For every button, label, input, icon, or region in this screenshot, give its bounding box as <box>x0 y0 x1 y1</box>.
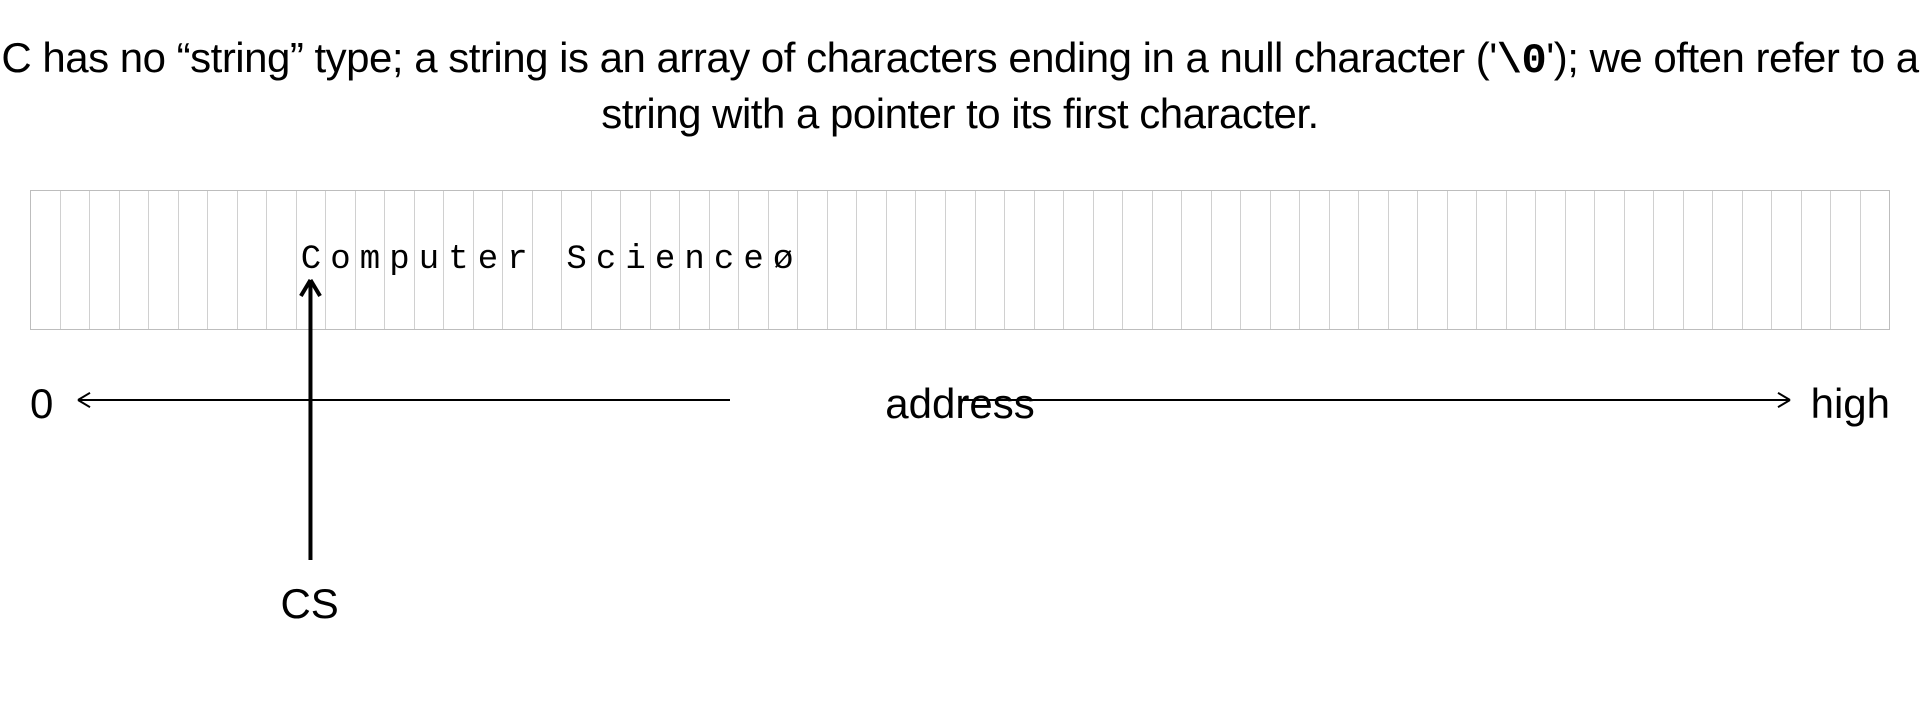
axis-label-address: address <box>885 380 1034 428</box>
memory-cell <box>1861 191 1890 329</box>
memory-cell <box>857 191 887 329</box>
memory-cell <box>1743 191 1773 329</box>
axis-label-zero: 0 <box>30 380 53 428</box>
memory-cell <box>828 191 858 329</box>
memory-cell: o <box>326 191 356 329</box>
memory-cell <box>267 191 297 329</box>
memory-cell <box>976 191 1006 329</box>
memory-cell <box>1330 191 1360 329</box>
memory-cell <box>1802 191 1832 329</box>
memory-cell: S <box>562 191 592 329</box>
memory-cell <box>946 191 976 329</box>
memory-cell <box>90 191 120 329</box>
memory-cell <box>1654 191 1684 329</box>
memory-cell <box>1418 191 1448 329</box>
memory-cell <box>1241 191 1271 329</box>
description-text: C has no “string” type; a string is an a… <box>0 32 1920 140</box>
memory-cell <box>916 191 946 329</box>
memory-cell <box>61 191 91 329</box>
memory-cell: c <box>710 191 740 329</box>
description-pre: C has no “string” type; a string is an a… <box>1 34 1496 81</box>
memory-cell <box>1359 191 1389 329</box>
memory-cell: e <box>474 191 504 329</box>
memory-cell <box>1477 191 1507 329</box>
memory-cell: i <box>621 191 651 329</box>
memory-cell: r <box>503 191 533 329</box>
memory-cell <box>1389 191 1419 329</box>
memory-cell <box>1064 191 1094 329</box>
memory-cell <box>31 191 61 329</box>
memory-cell <box>533 191 563 329</box>
memory-cell <box>1448 191 1478 329</box>
memory-cell <box>1182 191 1212 329</box>
memory-cell <box>149 191 179 329</box>
memory-cell <box>1684 191 1714 329</box>
description-code: \0 <box>1497 37 1546 85</box>
memory-cell: m <box>356 191 386 329</box>
memory-cell <box>1153 191 1183 329</box>
axis-label-high: high <box>1811 380 1890 428</box>
memory-cell: ø <box>769 191 799 329</box>
memory-cell <box>1566 191 1596 329</box>
memory-cell <box>1271 191 1301 329</box>
memory-cell <box>208 191 238 329</box>
memory-cell <box>798 191 828 329</box>
memory-cell <box>179 191 209 329</box>
memory-cell <box>1035 191 1065 329</box>
address-axis: 0 address high <box>30 370 1890 430</box>
memory-cell <box>120 191 150 329</box>
memory-cell: C <box>297 191 327 329</box>
memory-cell <box>1300 191 1330 329</box>
memory-cell <box>1831 191 1861 329</box>
memory-box: Computer Scienceø <box>30 190 1890 330</box>
memory-cell: n <box>680 191 710 329</box>
memory-cell: t <box>444 191 474 329</box>
memory-cell <box>1625 191 1655 329</box>
memory-cell <box>1123 191 1153 329</box>
memory-cell: p <box>385 191 415 329</box>
memory-cell <box>1772 191 1802 329</box>
memory-cell: u <box>415 191 445 329</box>
memory-cell <box>1212 191 1242 329</box>
memory-cell <box>1094 191 1124 329</box>
memory-cell <box>1507 191 1537 329</box>
memory-cell: c <box>592 191 622 329</box>
memory-cell <box>1536 191 1566 329</box>
memory-cell <box>887 191 917 329</box>
memory-cell <box>238 191 268 329</box>
memory-cell <box>1595 191 1625 329</box>
memory-cell: e <box>739 191 769 329</box>
memory-cell: e <box>651 191 681 329</box>
memory-cell <box>1713 191 1743 329</box>
memory-cell <box>1005 191 1035 329</box>
pointer-label: CS <box>280 580 338 628</box>
